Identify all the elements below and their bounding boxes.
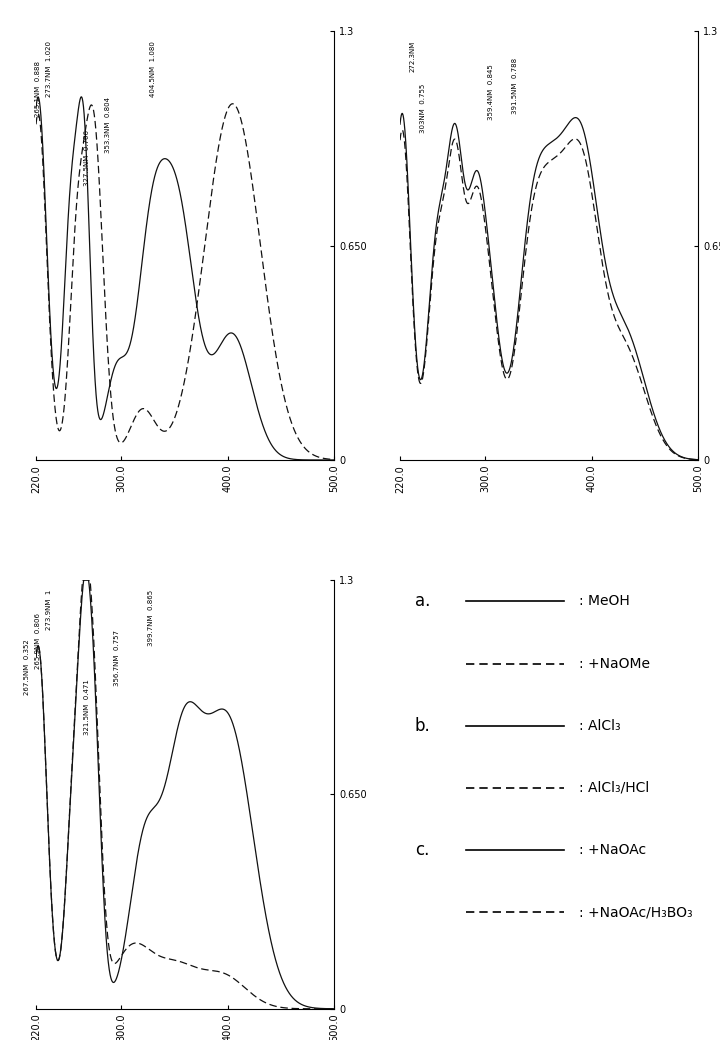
Text: : MeOH: : MeOH	[579, 595, 630, 608]
Text: : AlCl₃: : AlCl₃	[579, 719, 621, 733]
Text: : +NaOMe: : +NaOMe	[579, 656, 650, 671]
Text: 327.5NM  0.706: 327.5NM 0.706	[84, 130, 90, 186]
Text: : AlCl₃/HCl: : AlCl₃/HCl	[579, 781, 649, 795]
Text: 391.5NM  0.788: 391.5NM 0.788	[512, 57, 518, 113]
Text: c.: c.	[415, 841, 429, 859]
Text: 321.5NM  0.471: 321.5NM 0.471	[84, 679, 90, 735]
Text: 265.9NM  0.806: 265.9NM 0.806	[35, 613, 41, 669]
Text: 265.1NM  0.888: 265.1NM 0.888	[35, 61, 41, 116]
Text: 399.7NM  0.865: 399.7NM 0.865	[148, 590, 154, 646]
Text: 404.5NM  1.080: 404.5NM 1.080	[150, 42, 156, 97]
Text: 273.9NM  1: 273.9NM 1	[46, 590, 52, 630]
Text: : +NaOAc/H₃BO₃: : +NaOAc/H₃BO₃	[579, 906, 693, 919]
Text: 359.4NM  0.845: 359.4NM 0.845	[487, 64, 494, 120]
Text: 272.3NM: 272.3NM	[410, 42, 416, 73]
Text: 353.3NM  0.804: 353.3NM 0.804	[105, 97, 112, 153]
Text: a.: a.	[415, 593, 431, 610]
Text: : +NaOAc: : +NaOAc	[579, 843, 646, 857]
Text: 356.7NM  0.757: 356.7NM 0.757	[114, 629, 120, 685]
Text: 267.5NM  0.352: 267.5NM 0.352	[24, 640, 30, 695]
Text: 273.7NM  1.020: 273.7NM 1.020	[46, 42, 52, 97]
Text: b.: b.	[415, 717, 431, 735]
Text: 303NM  0.755: 303NM 0.755	[420, 84, 426, 133]
